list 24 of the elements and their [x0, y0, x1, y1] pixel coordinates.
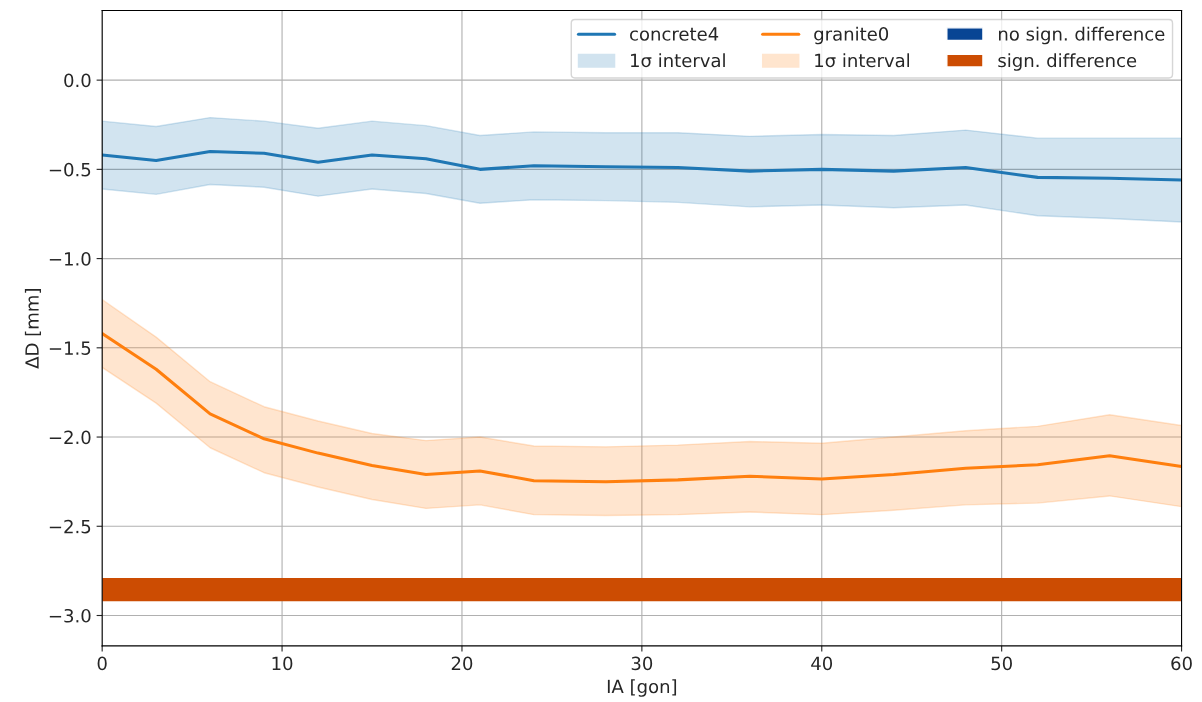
- legend-label: sign. difference: [998, 53, 1137, 71]
- y-tick-label: −1.5: [49, 341, 91, 355]
- line-series: [102, 332, 1182, 484]
- x-tick-label: 0: [97, 656, 107, 671]
- legend-label: concrete4: [630, 27, 719, 41]
- x-tick-label: 50: [991, 656, 1012, 671]
- y-tick-label: −3.0: [49, 608, 91, 623]
- legend-label: 1σ interval: [815, 53, 910, 68]
- x-tick-label: 40: [811, 656, 833, 671]
- y-tick-label: −2.5: [49, 519, 91, 534]
- x-tick-label: 60: [1171, 656, 1192, 671]
- x-tick-label: 30: [631, 656, 653, 671]
- y-axis-title: ΔD [mm]: [24, 289, 41, 369]
- line-series: [102, 149, 1182, 182]
- y-tick-label: −0.5: [49, 162, 91, 177]
- x-tick-label: 20: [451, 656, 473, 671]
- y-tick-label: 0.0: [64, 73, 91, 88]
- x-axis-title: IA [gon]: [607, 679, 677, 697]
- legend-label: no sign. difference: [999, 26, 1165, 45]
- legend-label: granite0: [814, 26, 889, 45]
- y-tick-label: −1.0: [49, 252, 91, 266]
- legend-label: 1σ interval: [631, 53, 725, 68]
- x-tick-label: 10: [272, 656, 293, 671]
- y-tick-label: −2.0: [49, 430, 91, 445]
